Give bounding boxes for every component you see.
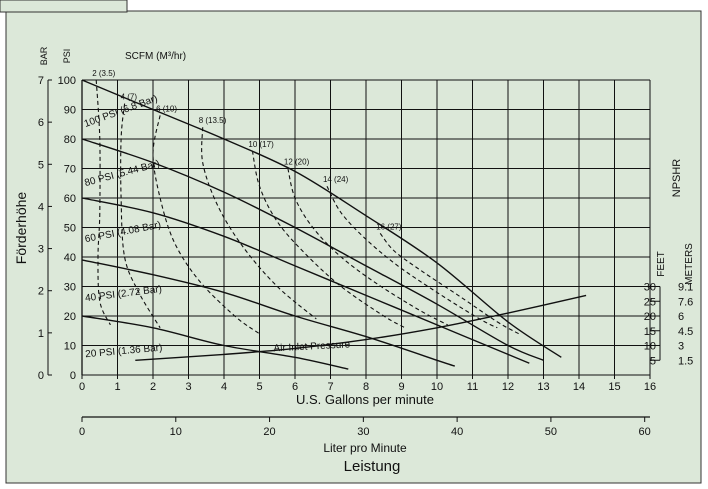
psi-tick-label: 40 [64,252,76,264]
scfm-curve [287,168,448,326]
scfm-header: SCFM (M³/hr) [125,51,186,62]
npshr-meters-tick: 4.5 [678,326,693,338]
x-tick-label: 13 [537,381,549,393]
top-left-header-box [0,0,128,13]
x2-tick-label: 60 [639,426,651,438]
scfm-curve [120,103,161,329]
bar-tick-label: 6 [38,117,44,129]
scfm-curve [251,150,406,329]
pressure-curve [81,138,544,361]
x-tick-label: 3 [185,381,191,393]
psi-tick-label: 70 [64,164,76,176]
psi-tick-label: 20 [64,311,76,323]
scfm-curve-label: 4 (7) [121,93,138,102]
x-tick-label: 8 [363,381,369,393]
psi-tick-label: 90 [64,105,76,117]
npshr-title: NPSHR [671,159,683,198]
x2-tick-label: 20 [263,426,275,438]
x-tick-label: 7 [327,381,333,393]
x2-tick-label: 40 [451,426,463,438]
npshr-feet-tick: 30 [644,282,656,294]
npshr-meters-tick: 9.1 [678,282,693,294]
x2-tick-label: 50 [545,426,557,438]
scfm-curve-label: 6 (10) [156,104,177,113]
psi-tick-label: 60 [64,193,76,205]
x-tick-label: 2 [150,381,156,393]
x-tick-label: 4 [221,381,227,393]
psi-tick-label: 50 [64,223,76,235]
x-tick-label: 16 [644,381,656,393]
pressure-curve [81,315,349,370]
npshr-feet-tick: 5 [650,355,656,367]
x-tick-label: 14 [573,381,585,393]
x-tick-label: 6 [292,381,298,393]
npshr-meters-label: METERS [684,243,695,285]
scfm-curve-label: 14 (24) [323,175,349,184]
scfm-curve-label: 2 (3.5) [92,69,115,78]
psi-axis-label: PSI [62,49,72,64]
x-tick-label: 5 [256,381,262,393]
npshr-feet-tick: 10 [644,341,656,353]
bar-tick-label: 1 [38,328,44,340]
npshr-meters-tick: 1.5 [678,355,693,367]
bar-tick-label: 2 [38,286,44,298]
psi-tick-label: 100 [58,75,76,87]
psi-tick-label: 30 [64,282,76,294]
bar-tick-label: 5 [38,159,44,171]
bar-axis-label: BAR [39,46,49,65]
x2-axis-title: Liter pro Minute [323,441,407,455]
x-tick-label: 11 [467,381,478,393]
y-axis-title: Förderhöhe [13,192,29,265]
bar-tick-label: 7 [38,75,44,87]
scfm-curve [379,233,519,335]
npshr-feet-tick: 15 [644,326,656,338]
bar-tick-label: 3 [38,244,44,256]
bar-tick-label: 4 [38,201,44,213]
x-tick-label: 9 [398,381,404,393]
psi-tick-label: 0 [70,370,76,382]
scfm-curve-label: 8 (13.5) [199,116,227,125]
x2-tick-label: 10 [170,426,182,438]
pressure-curve [81,259,456,367]
scfm-curve-label: 10 (17) [248,140,274,149]
npshr-feet-tick: 25 [644,296,656,308]
npshr-meters-tick: 3 [678,341,684,353]
npshr-feet-label: FEET [656,251,667,277]
x-axis-title: U.S. Gallons per minute [296,392,434,407]
npshr-curve [135,294,587,361]
psi-tick-label: 80 [64,134,76,146]
scfm-curve-label: 16 (27) [376,222,402,231]
x-tick-label: 0 [79,381,85,393]
scfm-curve-label: 12 (20) [284,158,310,167]
x-tick-label: 1 [114,381,120,393]
series-label: Air Inlet Pressure [273,339,351,354]
npshr-meters-tick: 6 [678,311,684,323]
scfm-curve [95,79,111,326]
x2-tick-label: 0 [79,426,85,438]
x-tick-label: 10 [431,381,443,393]
psi-tick-label: 10 [64,341,76,353]
npshr-feet-tick: 20 [644,311,656,323]
x2-tick-label: 30 [357,426,369,438]
npshr-meters-tick: 7.6 [678,296,693,308]
x-tick-label: 12 [502,381,514,393]
x-tick-label: 15 [608,381,620,393]
pressure-curve [81,197,530,364]
footer-title: Leistung [344,458,401,475]
scfm-curve [152,115,260,335]
bar-tick-label: 0 [38,370,44,382]
